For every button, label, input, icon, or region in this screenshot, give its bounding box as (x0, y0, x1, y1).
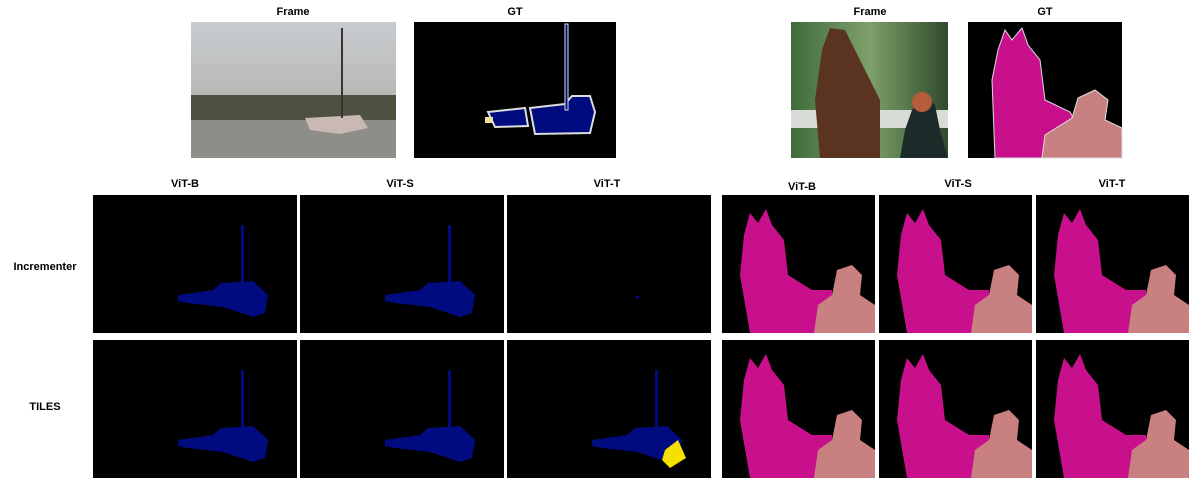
result-image (300, 340, 504, 478)
result-image (879, 340, 1032, 478)
row-label: Incrementer (14, 261, 78, 273)
column-label: ViT-T (1099, 178, 1126, 190)
column-label: ViT-T (594, 178, 621, 190)
frame-label: Frame (276, 6, 309, 18)
gt-label: GT (507, 6, 523, 18)
frame-image (791, 22, 948, 158)
frame-label: Frame (853, 6, 886, 18)
column-label: ViT-B (788, 181, 816, 193)
result-image (1036, 340, 1189, 478)
result-image (300, 195, 504, 333)
figure: Frame GT Frame GT ViT-B ViT-S ViT-T ViT-… (0, 0, 1189, 478)
result-image (507, 195, 711, 333)
result-image (879, 195, 1032, 333)
result-image (1036, 195, 1189, 333)
column-label: ViT-S (944, 178, 971, 190)
frame-image (191, 22, 396, 158)
gt-image (414, 22, 616, 158)
result-image (93, 195, 297, 333)
gt-label: GT (1037, 6, 1053, 18)
result-image (507, 340, 711, 478)
column-label: ViT-S (386, 178, 413, 190)
gt-image (968, 22, 1122, 158)
column-label: ViT-B (171, 178, 199, 190)
row-label: TILES (29, 401, 60, 413)
result-image (93, 340, 297, 478)
result-image (722, 195, 875, 333)
result-image (722, 340, 875, 478)
